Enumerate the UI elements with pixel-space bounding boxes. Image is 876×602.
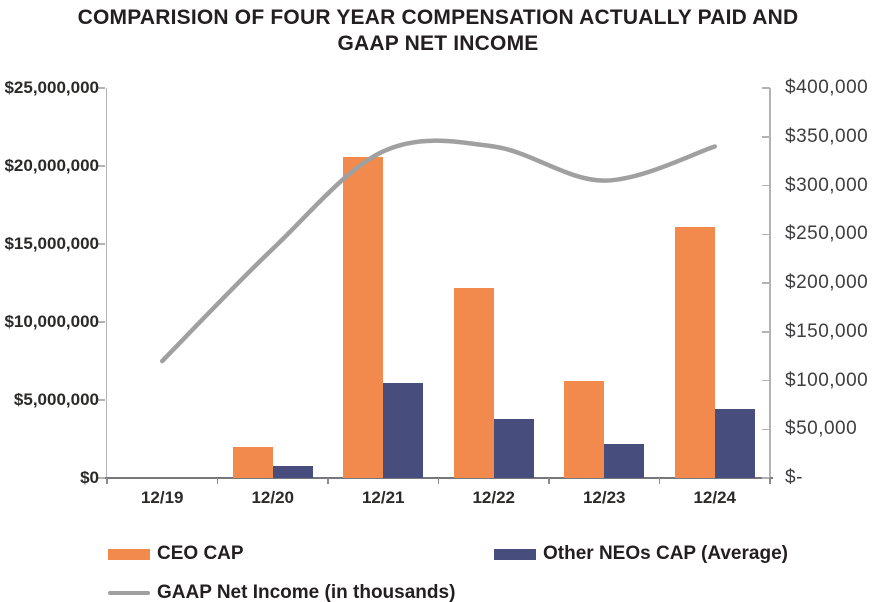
right-axis-tick-label: $300,000: [785, 174, 869, 196]
left-axis-tick-label: $5,000,000: [13, 390, 99, 409]
bar-ceo-cap: [674, 226, 715, 478]
legend-item-other-neos-cap: Other NEOs CAP (Average): [494, 543, 788, 565]
right-axis-tick: [762, 233, 770, 235]
left-axis-line: [105, 88, 107, 478]
x-axis-tick: [658, 478, 661, 484]
right-axis-tick: [762, 331, 770, 333]
x-axis-label: 12/20: [251, 488, 295, 507]
left-axis-tick-label: $25,000,000: [4, 78, 99, 97]
x-axis-tick: [437, 478, 440, 484]
chart-title-line1: COMPARISION OF FOUR YEAR COMPENSATION AC…: [77, 6, 799, 29]
legend-item-gaap-net-income: GAAP Net Income (in thousands): [108, 582, 455, 602]
other-neos-cap-swatch: [494, 548, 536, 560]
right-axis-tick-label: $50,000: [785, 418, 858, 440]
x-axis-tick: [548, 478, 550, 484]
right-axis-tick-label: $150,000: [785, 320, 869, 342]
left-axis-tick: [97, 243, 105, 245]
left-axis-tick-label: $20,000,000: [4, 156, 99, 175]
chart-title: COMPARISION OF FOUR YEAR COMPENSATION AC…: [0, 5, 876, 57]
other-neos-cap-label: Other NEOs CAP (Average): [543, 543, 788, 564]
right-axis-tick: [762, 184, 770, 187]
right-axis-tick: [762, 136, 770, 138]
bar-other-neos-cap-average-: [714, 409, 755, 478]
right-axis-tick: [762, 477, 770, 479]
right-axis-tick: [762, 428, 770, 430]
left-axis-tick-label: $0: [80, 468, 99, 487]
x-axis-label: 12/24: [693, 488, 737, 507]
chart-title-line2: GAAP NET INCOME: [337, 32, 539, 55]
bar-other-neos-cap-average-: [493, 418, 534, 478]
left-axis-tick: [97, 477, 105, 479]
x-axis-tick: [216, 478, 219, 484]
left-axis-tick-label: $10,000,000: [4, 312, 99, 331]
gaap-net-income-label: GAAP Net Income (in thousands): [157, 582, 456, 602]
left-axis-tick: [97, 165, 105, 167]
right-axis-tick-label: $100,000: [785, 369, 869, 391]
right-axis-tick: [762, 379, 770, 382]
x-axis-tick: [769, 478, 771, 484]
gaap-net-income-swatch: [108, 590, 150, 596]
x-axis-label: 12/22: [472, 488, 516, 507]
ceo-cap-swatch: [108, 548, 150, 560]
right-axis-tick-label: $250,000: [785, 223, 869, 245]
right-axis-tick: [762, 87, 770, 89]
x-axis-label: 12/19: [140, 488, 184, 507]
ceo-cap-label: CEO CAP: [157, 543, 244, 564]
x-axis-tick: [327, 478, 329, 484]
left-axis-tick-label: $15,000,000: [4, 234, 99, 253]
bar-other-neos-cap-average-: [604, 443, 645, 478]
bar-ceo-cap: [232, 446, 273, 478]
bar-other-neos-cap-average-: [272, 465, 313, 478]
bar-ceo-cap: [343, 156, 384, 478]
right-axis-tick-label: $200,000: [785, 272, 869, 293]
left-axis-tick: [97, 87, 105, 89]
right-axis-tick-label: $350,000: [785, 125, 869, 147]
bar-ceo-cap: [453, 287, 494, 478]
x-axis-tick: [106, 478, 108, 484]
right-axis-tick: [762, 282, 770, 284]
left-axis-tick: [97, 321, 105, 323]
bar-ceo-cap: [564, 381, 605, 478]
right-axis-tick-label: $400,000: [785, 77, 869, 98]
x-axis-label: 12/21: [361, 488, 405, 507]
left-axis-tick: [97, 399, 105, 401]
right-axis-tick-label: $-: [785, 467, 803, 488]
legend-item-ceo-cap: CEO CAP: [108, 543, 244, 565]
bar-other-neos-cap-average-: [383, 382, 424, 478]
x-axis-label: 12/23: [582, 488, 626, 507]
